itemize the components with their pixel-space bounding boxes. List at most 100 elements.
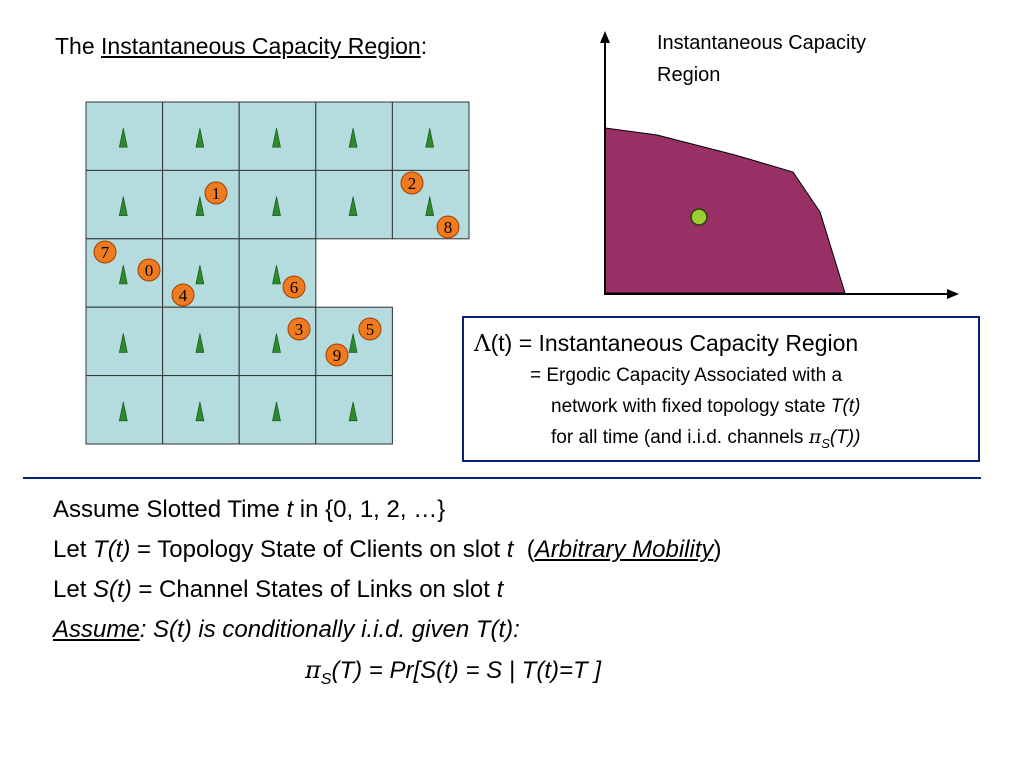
base-station-icon xyxy=(348,196,358,216)
base-station-icon xyxy=(272,333,281,353)
client-node: 1 xyxy=(204,181,228,205)
grid-towers xyxy=(118,128,435,422)
client-node-circle xyxy=(287,317,311,341)
base-station-icon xyxy=(195,264,205,285)
client-node-circle xyxy=(282,275,306,299)
l2-text-b: = Topology State of Clients on slot xyxy=(130,536,507,563)
base-station-icon xyxy=(348,333,358,353)
formula-subscript: S xyxy=(320,670,332,688)
client-node: 0 xyxy=(137,258,161,282)
l2-t: t xyxy=(506,536,514,563)
client-node: 8 xyxy=(436,215,460,239)
definition-line2: = Ergodic Capacity Associated with a xyxy=(530,365,843,386)
l3-S: S(t) xyxy=(93,576,132,603)
base-station-icon xyxy=(425,128,435,148)
definition-line1-mid: (t) = xyxy=(490,330,539,356)
l3-text-b: = Channel States of Links on slot xyxy=(131,576,497,603)
body-line-formula: πS(T) = Pr[S(t) = S | T(t)=T ] xyxy=(305,656,601,689)
l3-text-a: Let xyxy=(53,576,94,603)
base-station-icon xyxy=(425,196,435,216)
assume-underlined: Assume xyxy=(53,616,140,643)
client-node-label: 2 xyxy=(408,174,417,193)
base-station-icon xyxy=(118,128,128,148)
base-station-icon xyxy=(195,128,205,148)
body-line-slotted-time: Assume Slotted Time t in {0, 1, 2, …} xyxy=(53,496,445,524)
l1-text-b: in {0, 1, 2, …} xyxy=(293,496,446,523)
l2-T: T(t) xyxy=(93,536,131,563)
client-node-label: 6 xyxy=(290,278,299,297)
client-node-label: 8 xyxy=(444,218,453,237)
base-station-icon xyxy=(272,128,281,148)
client-node-circle xyxy=(436,215,460,239)
client-node-label: 7 xyxy=(101,243,110,262)
definition-line3: network with fixed topology state T(t) xyxy=(551,396,860,418)
operating-point xyxy=(690,208,708,226)
l2-text-a: Let xyxy=(53,536,94,563)
lambda-symbol: Λ xyxy=(474,331,491,357)
client-node-label: 0 xyxy=(145,261,154,280)
region-title: Instantaneous Capacity Region xyxy=(657,27,957,91)
client-node: 7 xyxy=(93,240,117,264)
client-node: 6 xyxy=(282,275,306,299)
definition-line1-rest: Instantaneous Capacity Region xyxy=(538,330,859,356)
body-line-channel: Let S(t) = Channel States of Links on sl… xyxy=(53,576,503,604)
client-node: 3 xyxy=(287,317,311,341)
base-station-icon xyxy=(118,264,128,285)
client-node: 9 xyxy=(325,343,349,367)
base-station-icon xyxy=(118,333,128,353)
l3-t: t xyxy=(496,576,504,603)
client-node-circle xyxy=(400,171,424,195)
client-node-circle xyxy=(93,240,117,264)
capacity-region-shape xyxy=(604,127,846,294)
definition-line1: Λ(t) = Instantaneous Capacity Region xyxy=(474,330,858,357)
client-node: 5 xyxy=(358,317,382,341)
x-axis-arrowhead xyxy=(947,289,959,299)
arbitrary-mobility: Arbitrary Mobility xyxy=(534,536,714,563)
region-title-line2: Region xyxy=(657,64,721,86)
base-station-icon xyxy=(272,196,281,216)
formula-b: [S(t) = S | T(t)=T ] xyxy=(413,657,602,684)
l1-text-a: Assume Slotted Time xyxy=(53,496,287,523)
definition-box: Λ(t) = Instantaneous Capacity Region = E… xyxy=(462,316,980,462)
title-underlined: Instantaneous Capacity Region xyxy=(101,33,421,59)
base-station-icon xyxy=(348,401,358,422)
grid-nodes: 1 2 8 7 0 4 6 3 5 9 xyxy=(93,171,460,367)
base-station-icon xyxy=(272,264,281,285)
base-station-icon xyxy=(195,401,205,422)
client-node-label: 9 xyxy=(333,346,342,365)
base-station-icon xyxy=(348,128,358,148)
definition-line4-plain: for all time (and i.i.d. channels xyxy=(551,427,809,448)
client-node-circle xyxy=(325,343,349,367)
client-node-circle xyxy=(358,317,382,341)
client-node-label: 5 xyxy=(366,320,375,339)
client-node: 2 xyxy=(400,171,424,195)
definition-line4: for all time (and i.i.d. channels πS(T)) xyxy=(551,426,860,451)
l2-text-c: ( xyxy=(513,536,535,563)
title-prefix: The xyxy=(55,33,102,59)
slide-title: The Instantaneous Capacity Region: xyxy=(55,33,427,60)
section-divider xyxy=(23,477,981,479)
l2-text-d: ) xyxy=(713,536,722,563)
client-node-label: 1 xyxy=(212,184,221,203)
client-node: 4 xyxy=(171,283,195,307)
l4-rest: : S(t) is conditionally i.i.d. given T(t… xyxy=(139,616,520,643)
base-station-icon xyxy=(195,196,205,216)
client-node-label: 3 xyxy=(295,320,304,339)
base-station-icon xyxy=(118,401,128,422)
client-node-circle xyxy=(204,181,228,205)
formula-a: (T) = Pr xyxy=(331,657,414,684)
y-axis-arrowhead xyxy=(600,31,610,43)
body-line-topology: Let T(t) = Topology State of Clients on … xyxy=(53,536,722,564)
body-line-assume: Assume: S(t) is conditionally i.i.d. giv… xyxy=(53,616,520,644)
client-node-circle xyxy=(171,283,195,307)
definition-line3-plain: network with fixed topology state xyxy=(551,396,831,417)
pi-subscript: S xyxy=(821,435,830,451)
base-station-icon xyxy=(195,333,205,353)
region-title-line1: Instantaneous Capacity xyxy=(657,32,867,54)
client-node-circle xyxy=(137,258,161,282)
title-suffix: : xyxy=(420,33,428,59)
pi-symbol: π xyxy=(808,426,822,448)
base-station-icon xyxy=(272,401,281,422)
